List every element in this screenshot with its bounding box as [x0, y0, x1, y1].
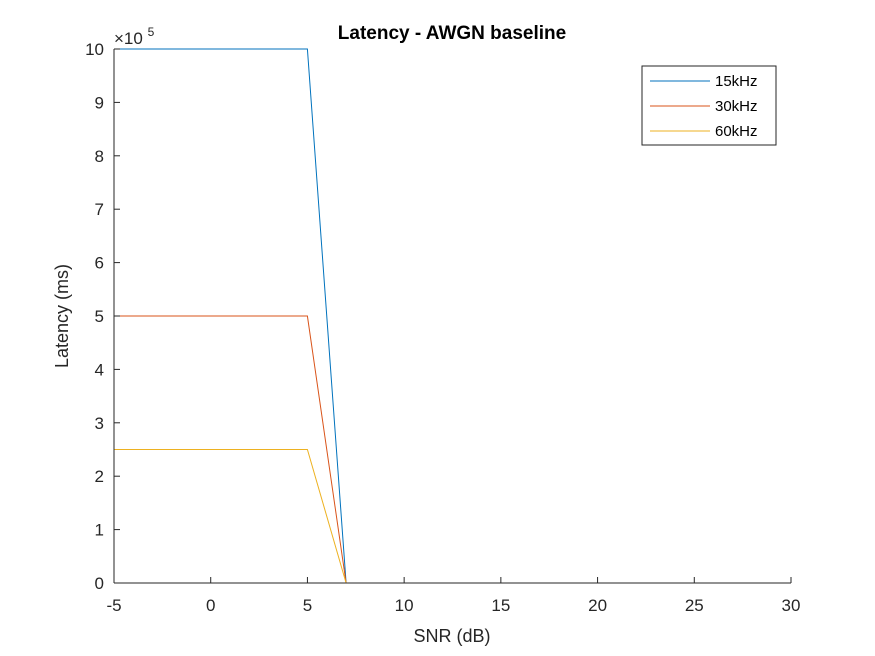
y-tick-label: 3	[95, 414, 104, 433]
y-tick-label: 0	[95, 574, 104, 593]
x-tick-label: 30	[782, 596, 801, 615]
y-tick-label: 6	[95, 254, 104, 273]
x-tick-label: 10	[395, 596, 414, 615]
y-tick-label: 8	[95, 147, 104, 166]
x-tick-label: 0	[206, 596, 215, 615]
y-tick-label: 9	[95, 93, 104, 112]
y-tick-label: 10	[85, 40, 104, 59]
y-tick-label: 7	[95, 200, 104, 219]
x-tick-label: -5	[106, 596, 121, 615]
y-tick-label: 4	[95, 360, 104, 379]
y-exponent-power: 5	[148, 25, 155, 39]
legend-label-60kHz: 60kHz	[715, 123, 758, 140]
y-tick-label: 5	[95, 307, 104, 326]
x-axis-label: SNR (dB)	[413, 626, 490, 646]
legend: 15kHz 30kHz 60kHz	[641, 65, 777, 146]
y-axis-ticks: 0 1 2 3 4 5 6 7 8 9 10	[85, 40, 120, 593]
x-tick-label: 20	[588, 596, 607, 615]
x-tick-label: 15	[491, 596, 510, 615]
legend-label-15kHz: 15kHz	[715, 73, 758, 90]
svg-text:×10 5: ×10 5	[114, 25, 155, 48]
x-tick-label: 25	[685, 596, 704, 615]
legend-label-30kHz: 30kHz	[715, 98, 758, 115]
y-axis-label: Latency (ms)	[52, 264, 72, 368]
y-tick-label: 2	[95, 467, 104, 486]
y-tick-label: 1	[95, 521, 104, 540]
chart-title: Latency - AWGN baseline	[338, 23, 566, 44]
y-axis-exponent: ×10 5	[114, 25, 155, 48]
x-axis-ticks: -5 0 5 10 15 20 25 30	[106, 577, 800, 615]
x-tick-label: 5	[303, 596, 312, 615]
y-exponent-base: ×10	[114, 29, 143, 48]
